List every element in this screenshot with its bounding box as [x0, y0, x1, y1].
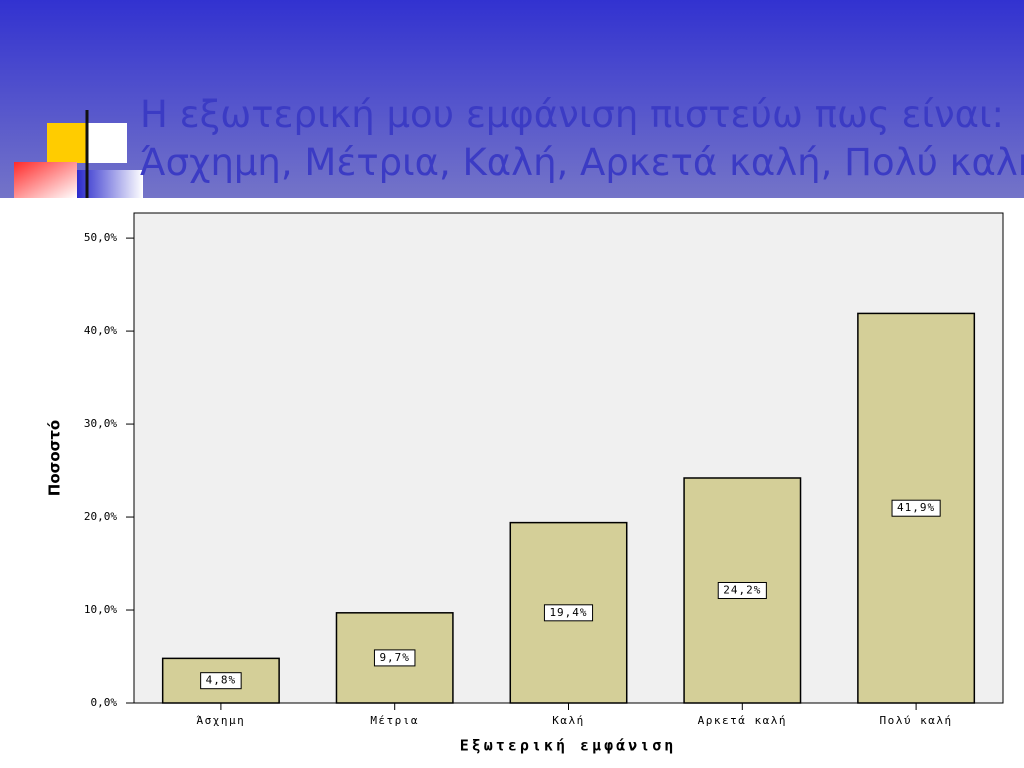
y-tick-label: 0,0% — [91, 696, 118, 709]
x-tick-label: Αρκετά καλή — [698, 714, 787, 727]
value-label-box — [717, 581, 767, 599]
value-label-box — [373, 649, 416, 667]
value-label: 9,7% — [379, 651, 410, 664]
deco-square — [14, 162, 77, 198]
y-tick-label: 40,0% — [84, 324, 117, 337]
x-tick-label: Πολύ καλή — [880, 714, 953, 727]
chart-title: Άσχημη, Μέτρια, Καλή, Αρκετά καλή, Πολύ … — [140, 141, 1024, 184]
x-axis-label: Εξωτερική εμφάνιση — [460, 737, 677, 755]
value-label-box — [200, 672, 242, 690]
value-label: 19,4% — [549, 606, 587, 619]
x-tick-label: Καλή — [552, 714, 585, 727]
value-label: 41,9% — [897, 501, 935, 514]
value-label: 24,2% — [723, 583, 761, 596]
y-tick-label: 10,0% — [84, 603, 117, 616]
y-tick-label: 30,0% — [84, 417, 117, 430]
value-label-box — [543, 604, 594, 622]
y-tick-label: 50,0% — [84, 231, 117, 244]
x-tick-label: Άσχημη — [197, 714, 246, 727]
deco-square — [88, 123, 127, 163]
y-tick-label: 20,0% — [84, 510, 117, 523]
x-tick-label: Μέτρια — [370, 714, 419, 727]
deco-square — [47, 123, 88, 163]
chart-title: Η εξωτερική μου εμφάνιση πιστεύω πως είν… — [140, 93, 1004, 136]
header-band — [0, 0, 1024, 198]
y-axis-label: Ποσοστό — [46, 420, 64, 496]
value-label-box — [891, 499, 941, 517]
value-label: 4,8% — [206, 674, 237, 687]
